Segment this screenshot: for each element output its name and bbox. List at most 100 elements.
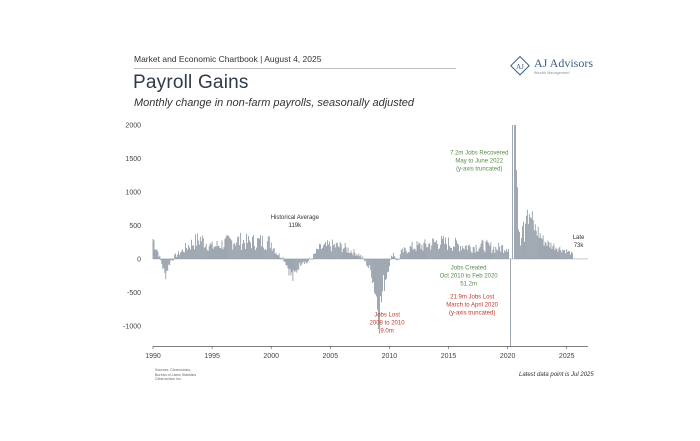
bar — [233, 243, 235, 259]
annotation-line: (y-axis truncated) — [449, 310, 495, 316]
bar — [193, 245, 194, 259]
bar — [494, 252, 496, 259]
bar — [229, 237, 231, 259]
bar — [176, 256, 178, 259]
bar — [415, 250, 417, 259]
bar — [454, 246, 455, 259]
bar — [247, 242, 248, 259]
bar — [198, 244, 200, 259]
annotation-line: Historical Average — [271, 215, 320, 221]
bar — [462, 248, 464, 259]
bar — [547, 240, 549, 259]
bar — [540, 237, 542, 259]
bar — [377, 258, 378, 310]
bar — [542, 235, 544, 259]
annotation-line: 119k — [289, 223, 303, 229]
sources-line-2: Bureau of Labor Statistics — [155, 372, 197, 377]
bar — [474, 252, 476, 259]
annotation-line: May to June 2022 — [455, 158, 503, 164]
chart-annotation: 21.9m Jobs Lost March to April 2020 (y-axi… — [446, 294, 498, 316]
bar — [339, 241, 341, 259]
bar — [497, 250, 499, 259]
bar — [235, 245, 237, 259]
bar — [399, 254, 401, 259]
bar — [449, 246, 450, 259]
bar — [242, 243, 244, 259]
bar — [493, 246, 495, 259]
bar — [506, 248, 508, 259]
bar — [208, 246, 210, 259]
chart-annotation: Historical Average 119k — [271, 215, 320, 229]
bar — [258, 238, 259, 259]
bar — [374, 258, 376, 294]
bar — [395, 258, 397, 261]
bar — [551, 249, 553, 259]
x-tick-label: 2010 — [382, 353, 398, 360]
bar — [530, 218, 532, 259]
bar — [214, 246, 216, 259]
bar — [371, 258, 373, 278]
bar — [330, 251, 332, 259]
bar — [326, 246, 327, 259]
bar — [404, 247, 406, 259]
bar — [537, 226, 539, 259]
bar — [560, 250, 562, 259]
page-subtitle: Monthly change in non-farm payrolls, sea… — [134, 97, 415, 109]
bar — [535, 230, 537, 259]
bar — [520, 245, 521, 259]
bar — [185, 243, 186, 259]
bar — [344, 242, 346, 259]
bar — [412, 249, 414, 259]
bar — [367, 258, 369, 267]
bar — [304, 258, 306, 264]
bar — [475, 244, 477, 259]
bar — [365, 258, 367, 261]
bar — [315, 253, 316, 259]
y-tick-label: 500 — [129, 223, 141, 230]
bar — [528, 213, 530, 259]
bar — [160, 258, 162, 261]
annotation-line: 9.0m — [380, 329, 393, 335]
bar — [191, 239, 192, 259]
bar — [433, 239, 435, 259]
bar — [425, 243, 427, 259]
bar — [403, 247, 405, 259]
bar — [545, 243, 547, 259]
y-tick-label: 2000 — [125, 123, 141, 130]
bar — [263, 249, 265, 259]
bar — [405, 250, 407, 259]
bar — [523, 221, 524, 259]
bar — [378, 258, 379, 330]
bar — [254, 245, 255, 259]
bar — [366, 258, 368, 266]
x-tick-label: 2005 — [323, 353, 339, 360]
annotation-line: 73k — [574, 243, 585, 249]
bar — [308, 258, 310, 261]
bar — [275, 252, 277, 259]
bar — [544, 241, 546, 259]
bar — [248, 235, 249, 259]
bar — [332, 245, 334, 259]
bar — [328, 241, 330, 259]
bar — [431, 245, 433, 259]
bar — [273, 248, 275, 259]
bar — [361, 258, 363, 259]
bar — [423, 242, 425, 259]
annotation-line: Late — [573, 235, 585, 241]
bar — [314, 253, 315, 259]
bar — [255, 249, 256, 259]
bar — [372, 258, 374, 284]
bar — [212, 248, 214, 259]
bar — [457, 243, 458, 259]
bar — [516, 170, 517, 259]
bar — [179, 254, 180, 259]
bar — [466, 249, 468, 259]
bar — [313, 254, 314, 259]
bar — [421, 244, 423, 259]
bar — [213, 247, 215, 259]
bar — [178, 251, 179, 259]
bar — [562, 249, 564, 259]
bar — [227, 235, 229, 259]
bar — [532, 220, 534, 259]
